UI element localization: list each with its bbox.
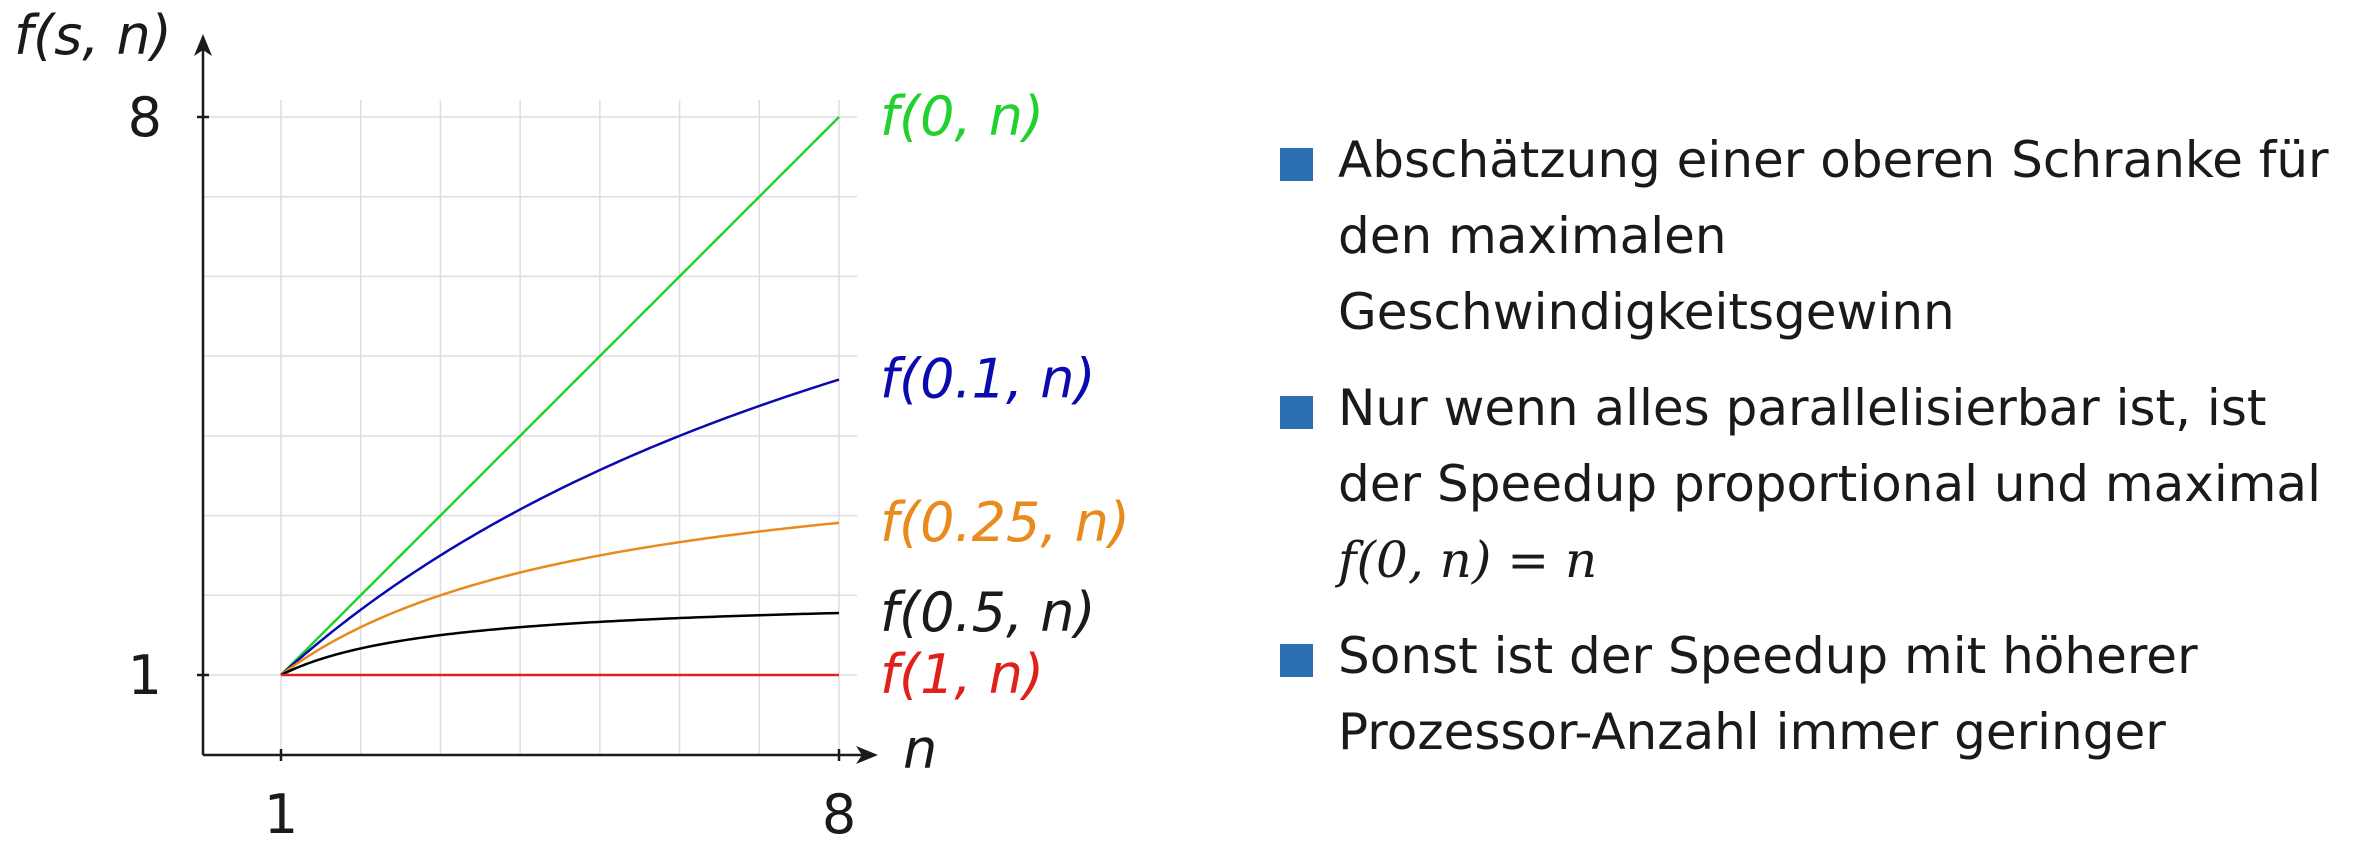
y-axis-arrow-icon [194, 34, 212, 56]
bullet-item-parallelizable: Nur wenn alles parallelisierbar ist, ist… [1278, 370, 2338, 598]
bullet-formula: f(0, n) = n [1338, 531, 1598, 589]
bullet-text: Sonst ist der Speedup mit höherer Prozes… [1338, 627, 2198, 761]
series-label: f(0, n) [880, 85, 1044, 148]
bullet-list: Abschätzung einer oberen Schranke für de… [1278, 122, 2338, 790]
x-tick-label: 8 [822, 783, 856, 841]
chart-labels: f(0, n) f(0.1, n) f(0.25, n) f(0.5, n)f(1, … [880, 85, 1130, 706]
y-tick-label: 1 [128, 644, 162, 707]
x-axis-label: n [903, 718, 937, 781]
x-axis-arrow-icon [856, 746, 878, 764]
bullet-text: Nur wenn alles parallelisierbar ist, ist… [1338, 379, 2321, 589]
chart-grid [203, 100, 857, 755]
bullet-square-icon [1280, 148, 1313, 181]
series-line [280, 378, 840, 676]
series-label: f(0.1, n) [880, 348, 1096, 411]
bullet-square-icon [1280, 396, 1313, 429]
series-label: f(1, n) [880, 643, 1044, 706]
series-line [280, 521, 840, 677]
bullet-square-icon [1280, 644, 1313, 677]
bullet-item-upper-bound: Abschätzung einer oberen Schranke für de… [1278, 122, 2338, 350]
x-tick-label: 1 [264, 783, 298, 841]
bullet-item-otherwise: Sonst ist der Speedup mit höherer Prozes… [1278, 618, 2338, 770]
series-label: f(0.25, n) [880, 491, 1130, 554]
series-line [280, 116, 840, 676]
y-tick-label: 8 [128, 86, 162, 149]
chart-axes: 1 8 1 8 f(s, n) n [14, 4, 937, 841]
bullet-text: Abschätzung einer oberen Schranke für de… [1338, 131, 2329, 341]
chart-curves [280, 116, 840, 677]
y-axis-label: f(s, n) [14, 4, 172, 67]
series-line [280, 611, 840, 677]
series-label: f(0.5, n) [880, 581, 1096, 644]
